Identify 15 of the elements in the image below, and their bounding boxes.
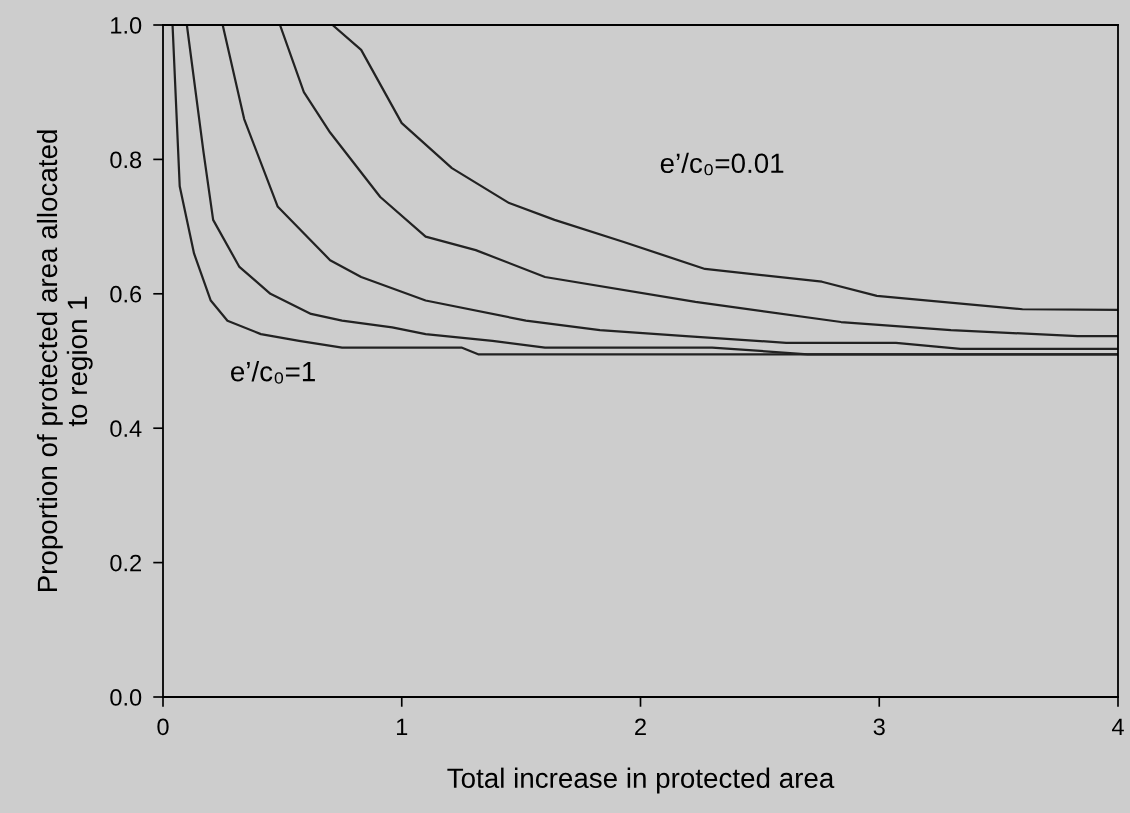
y-tick-label: 0.2 bbox=[110, 554, 141, 572]
annotation: e’/c₀=0.01 bbox=[660, 152, 784, 176]
x-tick-label: 2 bbox=[635, 718, 646, 735]
x-tick-label: 3 bbox=[873, 718, 885, 736]
x-axis-title: Total increase in protected area bbox=[447, 767, 835, 794]
x-tick-label: 4 bbox=[1111, 718, 1124, 735]
annotation: e’/c₀=1 bbox=[231, 361, 315, 384]
y-tick-label: 0.4 bbox=[110, 420, 142, 437]
y-tick-label: 1.0 bbox=[111, 17, 142, 34]
y-tick-label: 0.6 bbox=[110, 285, 142, 303]
x-tick-label: 1 bbox=[396, 718, 408, 735]
y-axis-title: Proportion of protected area allocated to region 1 bbox=[36, 130, 93, 592]
y-tick-label: 0.8 bbox=[110, 151, 142, 169]
x-tick-label: 0 bbox=[157, 718, 169, 736]
y-tick-label: 0.0 bbox=[110, 689, 142, 706]
